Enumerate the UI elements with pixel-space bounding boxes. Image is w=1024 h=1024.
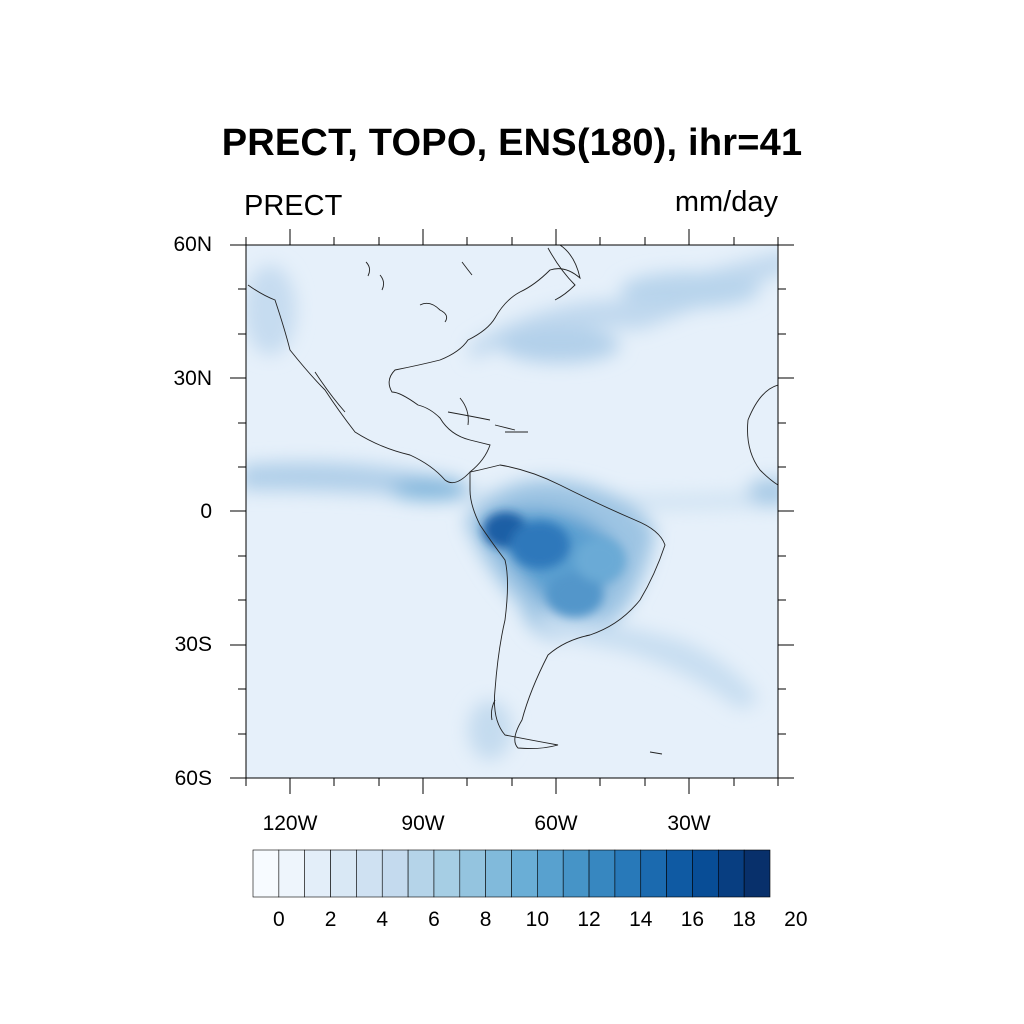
coastline-arctic-islands <box>365 261 385 291</box>
colorbar-tick-label: 8 <box>479 908 492 931</box>
coastline-baja <box>314 371 346 413</box>
colorbar-box <box>537 849 564 898</box>
colorbar-box <box>485 849 512 898</box>
coastline-hudson <box>419 261 473 323</box>
colorbar-box <box>562 849 590 898</box>
colorbar-box <box>381 849 409 898</box>
colorbar-box <box>614 849 642 898</box>
colorbar-box <box>640 849 667 898</box>
colorbar-tick-label: 2 <box>324 908 337 931</box>
colorbar-tick-label: 18 <box>732 908 756 931</box>
colorbar-box <box>588 849 616 898</box>
coastline-greenland <box>547 247 576 301</box>
lat-label-60s: 60S <box>174 767 212 790</box>
lon-ticks <box>245 229 779 794</box>
coastline-north-america <box>247 245 581 484</box>
colorbar-box <box>511 849 538 898</box>
colorbar-tick-label: 12 <box>577 908 601 931</box>
lon-label-90w: 90W <box>401 812 445 835</box>
colorbar-box <box>692 849 719 898</box>
colorbar-tick-label: 16 <box>680 908 705 931</box>
colorbar-box <box>459 849 486 898</box>
lon-label-30w: 30W <box>667 812 711 835</box>
colorbar-tick-label: 4 <box>376 908 389 931</box>
colorbar-tick-label: 20 <box>784 908 808 931</box>
colorbar-box <box>407 849 435 898</box>
lat-label-eq: 0 <box>200 500 212 523</box>
colorbar-box <box>278 849 306 898</box>
coastline-caribbean <box>447 411 528 433</box>
lat-label-30n: 30N <box>173 367 212 390</box>
colorbar-box <box>304 849 331 898</box>
left-string: PRECT <box>244 190 343 222</box>
lat-label-60n: 60N <box>173 233 212 256</box>
precipitation-field <box>246 245 778 778</box>
colorbar-box <box>666 849 693 898</box>
colorbar-tick-label: 10 <box>525 908 550 931</box>
colorbar <box>252 849 771 898</box>
coastline-africa <box>747 384 778 486</box>
colorbar-box <box>743 849 771 898</box>
coastlines <box>247 245 778 755</box>
colorbar-tick-label: 0 <box>273 908 285 931</box>
colorbar-box <box>330 849 357 898</box>
colorbar-box <box>433 849 461 898</box>
units-label: mm/day <box>674 186 778 218</box>
colorbar-box <box>717 849 745 898</box>
colorbar-tick-label: 6 <box>428 908 440 931</box>
lon-label-60w: 60W <box>534 812 578 835</box>
lat-ticks <box>230 244 794 779</box>
coastline-tierra-del-fuego <box>490 699 663 755</box>
coastline-florida <box>459 397 469 426</box>
lon-label-120w: 120W <box>262 812 318 835</box>
plot-title: PRECT, TOPO, ENS(180), ihr=41 <box>221 122 803 164</box>
lat-label-30s: 30S <box>174 633 212 656</box>
coastline-south-america <box>469 464 666 750</box>
colorbar-box <box>356 849 383 898</box>
colorbar-tick-label: 14 <box>629 908 653 931</box>
colorbar-box <box>252 849 280 898</box>
